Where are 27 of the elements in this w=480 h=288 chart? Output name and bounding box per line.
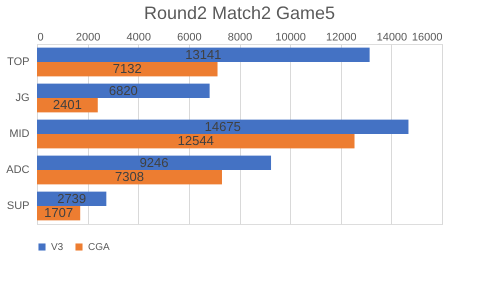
data-label: 2739 (57, 190, 86, 206)
x-tick-label: 6000 (177, 32, 202, 44)
x-tick-label: 2000 (76, 32, 100, 44)
data-label: 14675 (204, 118, 241, 134)
data-label: 9246 (140, 154, 168, 170)
x-tick-label: 12000 (326, 32, 357, 44)
data-label: 6820 (108, 82, 138, 98)
x-tick-label: 10000 (275, 32, 306, 44)
x-tick-label: 4000 (126, 32, 151, 44)
data-label: 1707 (44, 205, 74, 220)
data-label: 2401 (52, 97, 82, 112)
data-label: 7308 (115, 169, 144, 184)
x-tick-label: 0 (38, 32, 44, 44)
legend-label: V3 (51, 242, 64, 253)
data-label: 7132 (112, 61, 142, 76)
y-tick-label: TOP (7, 56, 30, 68)
legend-label: CGA (88, 242, 110, 253)
x-tick-label: 8000 (228, 32, 252, 44)
y-tick-label: MID (9, 128, 30, 140)
chart-title: Round2 Match2 Game5 (144, 3, 336, 23)
data-label: 12544 (178, 133, 214, 148)
y-tick-label: ADC (6, 164, 30, 176)
y-tick-label: SUP (6, 200, 30, 212)
data-label: 13141 (185, 46, 222, 62)
x-tick-label: 16000 (412, 32, 442, 44)
x-tick-label: 14000 (376, 32, 408, 44)
y-tick-label: JG (15, 92, 30, 104)
